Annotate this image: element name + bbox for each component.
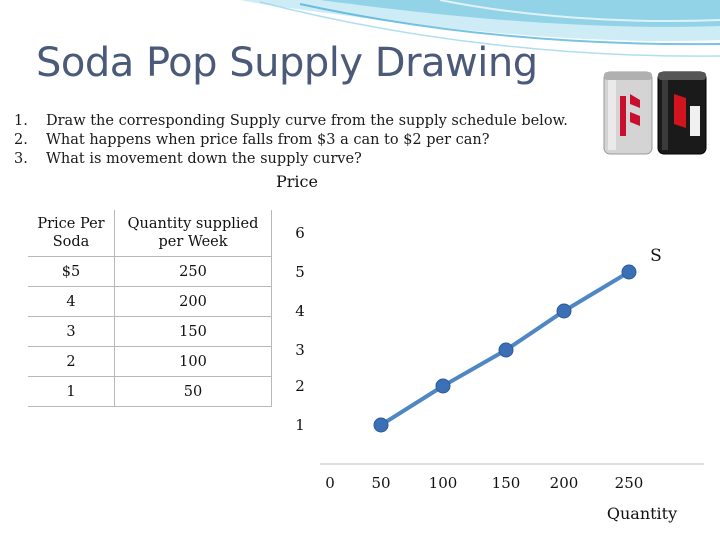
y-tick-label: 3	[295, 341, 305, 359]
y-tick-label: 6	[295, 224, 305, 242]
price-cell: 2	[28, 346, 115, 377]
question-item: 3. What is movement down the supply curve…	[14, 150, 568, 169]
page-title: Soda Pop Supply Drawing	[36, 40, 538, 86]
x-axis-label: Quantity	[607, 504, 677, 523]
column-header-price: Price Per Soda	[28, 210, 115, 257]
x-tick-label: 200	[550, 474, 579, 492]
data-point	[556, 303, 572, 319]
y-axis-label: Price	[276, 172, 318, 191]
data-point	[498, 342, 514, 358]
question-number: 2.	[14, 132, 28, 148]
supply-schedule-table: Price Per Soda Quantity supplied per Wee…	[28, 210, 272, 407]
data-point	[373, 417, 389, 433]
series-label: S	[650, 246, 662, 266]
question-number: 3.	[14, 151, 28, 167]
question-list: 1. Draw the corresponding Supply curve fr…	[14, 112, 568, 169]
x-tick-label: 50	[371, 474, 390, 492]
price-cell: 3	[28, 316, 115, 347]
table-row: 2 100	[28, 346, 272, 377]
question-number: 1.	[14, 113, 28, 129]
quantity-cell: 250	[114, 256, 272, 287]
quantity-cell: 100	[114, 346, 272, 377]
question-text: What is movement down the supply curve?	[46, 151, 362, 167]
y-tick-label: 2	[295, 377, 305, 395]
x-tick-label: 0	[325, 474, 335, 492]
quantity-cell: 200	[114, 286, 272, 317]
table-row: 4 200	[28, 286, 272, 317]
table-header-row: Price Per Soda Quantity supplied per Wee…	[28, 210, 272, 257]
data-point	[621, 264, 637, 280]
price-cell: 1	[28, 376, 115, 407]
coke-zero-can-icon	[657, 71, 707, 155]
question-text: Draw the corresponding Supply curve from…	[46, 113, 568, 129]
price-cell: 4	[28, 286, 115, 317]
table-row: 3 150	[28, 316, 272, 347]
question-item: 2. What happens when price falls from $3 …	[14, 131, 568, 150]
table-row: $5 250	[28, 256, 272, 287]
soda-cans-image	[603, 71, 707, 155]
question-text: What happens when price falls from $3 a …	[46, 132, 490, 148]
y-tick-label: 4	[295, 302, 305, 320]
diet-coke-can-icon	[603, 71, 653, 155]
question-item: 1. Draw the corresponding Supply curve fr…	[14, 112, 568, 131]
x-tick-label: 100	[429, 474, 458, 492]
y-tick-label: 5	[295, 263, 305, 281]
x-tick-label: 250	[615, 474, 644, 492]
table-row: 1 50	[28, 376, 272, 407]
title-banner	[240, 0, 720, 57]
column-header-quantity: Quantity supplied per Week	[114, 210, 272, 257]
quantity-cell: 50	[114, 376, 272, 407]
price-cell: $5	[28, 256, 115, 287]
x-tick-label: 150	[492, 474, 521, 492]
quantity-cell: 150	[114, 316, 272, 347]
data-point	[435, 378, 451, 394]
y-tick-label: 1	[295, 416, 305, 434]
